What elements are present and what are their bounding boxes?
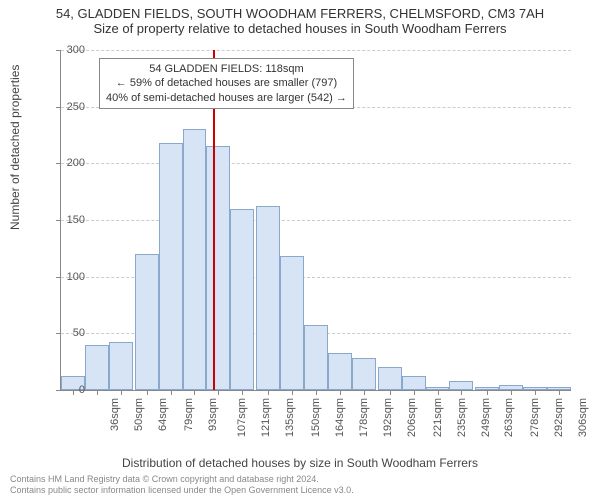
histogram-bar (183, 129, 207, 390)
x-tick-mark (194, 390, 195, 395)
y-tick-label: 250 (55, 101, 85, 113)
x-tick-mark (461, 390, 462, 395)
x-tick-mark (218, 390, 219, 395)
y-tick-label: 150 (55, 214, 85, 226)
y-tick-label: 50 (55, 327, 85, 339)
x-tick-label: 306sqm (577, 398, 589, 437)
histogram-bar (280, 256, 304, 390)
x-tick-mark (390, 390, 391, 395)
x-tick-mark (147, 390, 148, 395)
x-tick-label: 278sqm (529, 398, 541, 437)
histogram-bar (109, 342, 133, 390)
histogram-bar (449, 381, 473, 390)
histogram-bar (256, 206, 280, 390)
x-tick-label: 235sqm (456, 398, 468, 437)
x-tick-label: 150sqm (310, 398, 322, 437)
x-tick-mark (292, 390, 293, 395)
x-tick-label: 249sqm (480, 398, 492, 437)
x-tick-label: 292sqm (553, 398, 565, 437)
x-tick-mark (340, 390, 341, 395)
chart-title-address: 54, GLADDEN FIELDS, SOUTH WOODHAM FERRER… (0, 6, 600, 21)
x-tick-mark (171, 390, 172, 395)
grid-line (61, 220, 571, 221)
chart-area: 54 GLADDEN FIELDS: 118sqm← 59% of detach… (60, 50, 570, 410)
histogram-bar (135, 254, 159, 390)
x-tick-mark (364, 390, 365, 395)
y-tick-label: 200 (55, 157, 85, 169)
x-tick-label: 263sqm (504, 398, 516, 437)
x-tick-label: 178sqm (358, 398, 370, 437)
histogram-bar (159, 143, 183, 390)
x-tick-label: 79sqm (183, 398, 195, 431)
annotation-box: 54 GLADDEN FIELDS: 118sqm← 59% of detach… (99, 58, 354, 109)
x-tick-mark (438, 390, 439, 395)
annotation-line: ← 59% of detached houses are smaller (79… (106, 76, 347, 90)
histogram-bar (304, 325, 328, 390)
y-tick-label: 300 (55, 44, 85, 56)
y-tick-label: 0 (55, 384, 85, 396)
histogram-bar (206, 146, 230, 390)
chart-subtitle: Size of property relative to detached ho… (0, 21, 600, 36)
footer-line-1: Contains HM Land Registry data © Crown c… (10, 474, 354, 485)
y-axis-label: Number of detached properties (8, 65, 22, 230)
histogram-bar (230, 209, 254, 390)
annotation-line: 40% of semi-detached houses are larger (… (106, 91, 347, 105)
x-tick-mark (242, 390, 243, 395)
x-tick-mark (316, 390, 317, 395)
x-axis-label: Distribution of detached houses by size … (0, 456, 600, 470)
annotation-line: 54 GLADDEN FIELDS: 118sqm (106, 62, 347, 76)
x-tick-label: 164sqm (334, 398, 346, 437)
x-tick-label: 121sqm (261, 398, 273, 437)
x-tick-mark (559, 390, 560, 395)
x-tick-label: 192sqm (382, 398, 394, 437)
x-tick-mark (268, 390, 269, 395)
x-tick-label: 36sqm (109, 398, 121, 431)
x-tick-mark (97, 390, 98, 395)
x-tick-label: 221sqm (432, 398, 444, 437)
grid-line (61, 50, 571, 51)
histogram-bar (352, 358, 376, 390)
x-tick-label: 50sqm (133, 398, 145, 431)
grid-line (61, 163, 571, 164)
x-tick-label: 93sqm (207, 398, 219, 431)
histogram-bar (378, 367, 402, 390)
footer-attribution: Contains HM Land Registry data © Crown c… (10, 474, 354, 496)
histogram-bar (328, 353, 352, 390)
chart-container: 54, GLADDEN FIELDS, SOUTH WOODHAM FERRER… (0, 0, 600, 500)
x-tick-mark (121, 390, 122, 395)
histogram-bar (402, 376, 426, 390)
x-tick-mark (511, 390, 512, 395)
x-tick-label: 107sqm (237, 398, 249, 437)
footer-line-2: Contains public sector information licen… (10, 485, 354, 496)
x-tick-label: 206sqm (406, 398, 418, 437)
x-tick-mark (487, 390, 488, 395)
x-tick-mark (414, 390, 415, 395)
x-tick-mark (535, 390, 536, 395)
histogram-bar (85, 345, 109, 390)
x-tick-label: 64sqm (157, 398, 169, 431)
x-tick-label: 135sqm (285, 398, 297, 437)
y-tick-label: 100 (55, 271, 85, 283)
plot-region: 54 GLADDEN FIELDS: 118sqm← 59% of detach… (60, 50, 571, 391)
